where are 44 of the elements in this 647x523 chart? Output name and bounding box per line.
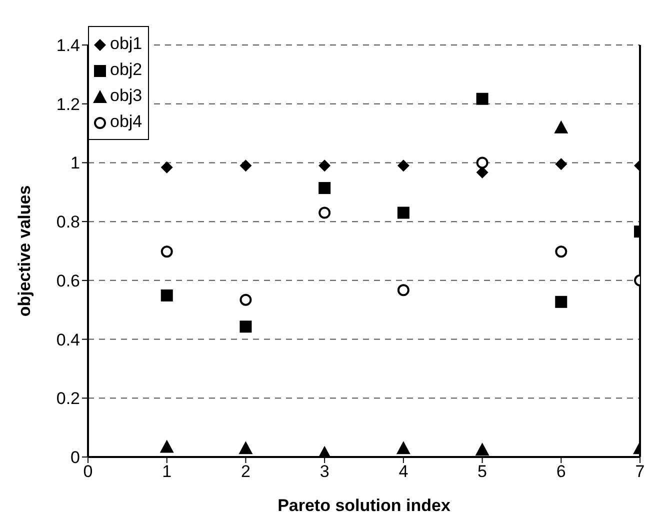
point (318, 206, 331, 219)
point (476, 92, 488, 105)
x-tick-label: 1 (162, 462, 172, 482)
x-tick-label: 2 (240, 462, 250, 482)
point (160, 289, 173, 302)
point (160, 246, 173, 258)
x-tick-label: 0 (83, 462, 93, 482)
point (555, 158, 568, 170)
point (396, 441, 410, 454)
x-tick-label: 5 (478, 462, 488, 482)
point (318, 182, 331, 194)
point (397, 284, 410, 296)
point (240, 160, 252, 172)
point (397, 160, 410, 172)
point (397, 206, 410, 219)
y-tick-label: 0.2 (56, 389, 80, 408)
point (555, 246, 568, 258)
legend-label: obj3 (110, 86, 142, 105)
point (555, 296, 568, 308)
y-tick-label: 0 (70, 448, 80, 468)
y-tick-label: 0.4 (56, 330, 80, 350)
x-tick-label: 6 (556, 462, 566, 482)
legend-label: obj2 (110, 60, 142, 79)
legend-label: obj4 (110, 112, 142, 131)
point (554, 120, 568, 134)
point (475, 442, 490, 456)
point (160, 161, 173, 174)
y-axis-title: objective values (15, 185, 34, 317)
x-tick-label: 7 (635, 462, 645, 482)
point (240, 320, 252, 333)
point (318, 160, 331, 172)
legend-label: obj1 (110, 34, 142, 53)
point (238, 441, 253, 454)
point (240, 294, 252, 306)
point (476, 156, 488, 169)
x-tick-label: 4 (398, 462, 408, 482)
x-tick-label: 3 (320, 462, 330, 482)
y-tick-label: 0.6 (56, 271, 80, 290)
y-tick-label: 0.8 (56, 212, 80, 232)
y-tick-label: 1.2 (56, 94, 80, 114)
x-axis-title: Pareto solution index (278, 496, 451, 515)
y-tick-label: 1 (70, 154, 80, 173)
y-tick-label: 1.4 (56, 36, 80, 56)
point (160, 440, 174, 453)
